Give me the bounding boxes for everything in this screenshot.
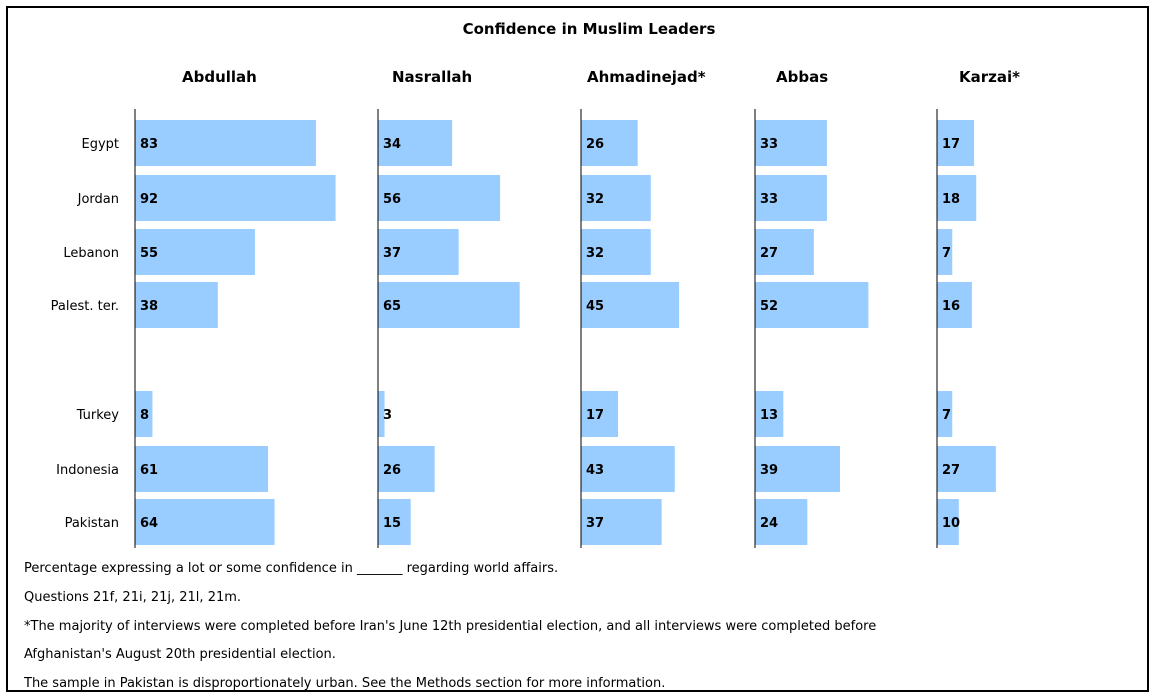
bar [581, 120, 638, 166]
bar [937, 120, 975, 166]
bar-value-label: 27 [942, 463, 960, 478]
bar-value-label: 56 [383, 192, 401, 207]
note-pakistan-sample: The sample in Pakistan is disproportiona… [24, 676, 666, 691]
bar [135, 282, 218, 328]
leader-panel: Abbas 33 33 27 52 13 39 24 [754, 68, 869, 548]
bar [378, 282, 520, 328]
note-question: Percentage expressing a lot or some conf… [24, 561, 559, 576]
bar-value-label: 34 [383, 137, 401, 152]
bar [755, 446, 841, 492]
bar [378, 175, 501, 221]
bar [937, 499, 959, 545]
bar [937, 229, 953, 275]
country-label: Indonesia [56, 463, 119, 478]
bar-value-label: 7 [942, 408, 951, 423]
bar [581, 446, 675, 492]
bar-value-label: 52 [760, 299, 778, 314]
bar-value-label: 17 [942, 137, 960, 152]
bar [378, 499, 411, 545]
note-asterisk-cont: Afghanistan's August 20th presidential e… [24, 647, 336, 662]
leader-header: Nasrallah [392, 68, 472, 86]
bar [755, 120, 827, 166]
bar-value-label: 92 [140, 192, 158, 207]
bar [937, 282, 972, 328]
bar-value-label: 65 [383, 299, 401, 314]
bar-value-label: 38 [140, 299, 158, 314]
bar-value-label: 37 [586, 516, 604, 531]
bar-value-label: 43 [586, 463, 604, 478]
bar-value-label: 83 [140, 137, 158, 152]
bar-value-label: 39 [760, 463, 778, 478]
bar [581, 175, 651, 221]
bar [581, 499, 662, 545]
note-asterisk: *The majority of interviews were complet… [24, 619, 877, 634]
bar-value-label: 15 [383, 516, 401, 531]
bar-value-label: 8 [140, 408, 149, 423]
country-labels: Egypt Jordan Lebanon Palest. ter. Turkey Indo… [51, 137, 120, 531]
leader-panel: Nasrallah 34 56 37 65 3 26 15 [377, 68, 520, 548]
bar [135, 229, 255, 275]
bar-value-label: 17 [586, 408, 604, 423]
country-label: Pakistan [65, 516, 119, 531]
leader-header: Abdullah [182, 68, 257, 86]
leader-panel: Abdullah 83 92 55 38 8 61 64 [134, 68, 336, 548]
country-label: Palest. ter. [51, 299, 119, 314]
bar [755, 282, 869, 328]
leader-header: Karzai* [959, 68, 1020, 86]
chart-panels: Abdullah8392553886164Nasrallah3456376532… [134, 68, 1020, 548]
bar-value-label: 64 [140, 516, 158, 531]
bar-value-label: 45 [586, 299, 604, 314]
country-label: Egypt [81, 137, 119, 152]
bar-value-label: 10 [942, 516, 960, 531]
leader-panel: Karzai* 17 18 7 16 7 27 10 [936, 68, 1020, 548]
note-questions-ref: Questions 21f, 21i, 21j, 21l, 21m. [24, 590, 242, 605]
bar [937, 391, 953, 437]
bar [135, 120, 316, 166]
bar [755, 391, 784, 437]
country-label: Jordan [77, 192, 119, 207]
bar [135, 499, 275, 545]
bar-value-label: 37 [383, 246, 401, 261]
bar [135, 446, 268, 492]
bar-value-label: 61 [140, 463, 158, 478]
bar [378, 229, 459, 275]
bar-value-label: 27 [760, 246, 778, 261]
bar [937, 446, 996, 492]
bar-value-label: 7 [942, 246, 951, 261]
bar [755, 229, 814, 275]
chart-frame: Confidence in Muslim Leaders Abdullah 83 9… [6, 6, 1149, 692]
bar [378, 446, 435, 492]
leader-header: Ahmadinejad* [587, 68, 706, 86]
bar [581, 229, 651, 275]
bar [378, 391, 385, 437]
bar-value-label: 18 [942, 192, 960, 207]
leader-header: Abbas [776, 68, 828, 86]
bar-value-label: 26 [586, 137, 604, 152]
bar-value-label: 32 [586, 246, 604, 261]
bar-value-label: 13 [760, 408, 778, 423]
country-label: Turkey [76, 408, 120, 423]
bar-value-label: 3 [383, 408, 392, 423]
chart-title: Confidence in Muslim Leaders [463, 20, 716, 38]
bar [135, 175, 336, 221]
bar-value-label: 33 [760, 137, 778, 152]
bar-value-label: 26 [383, 463, 401, 478]
bar-value-label: 32 [586, 192, 604, 207]
bar-value-label: 55 [140, 246, 158, 261]
bar-value-label: 24 [760, 516, 778, 531]
leader-panel: Ahmadinejad* 26 32 32 45 17 43 37 [580, 68, 706, 548]
bar [581, 391, 619, 437]
bar-value-label: 16 [942, 299, 960, 314]
country-label: Lebanon [63, 246, 119, 261]
bar [135, 391, 153, 437]
bar [581, 282, 680, 328]
bar [378, 120, 453, 166]
bar [937, 175, 977, 221]
chart-svg: Confidence in Muslim Leaders Abdullah839… [51, 20, 1020, 548]
bar [755, 175, 827, 221]
bar [755, 499, 808, 545]
bar-value-label: 33 [760, 192, 778, 207]
